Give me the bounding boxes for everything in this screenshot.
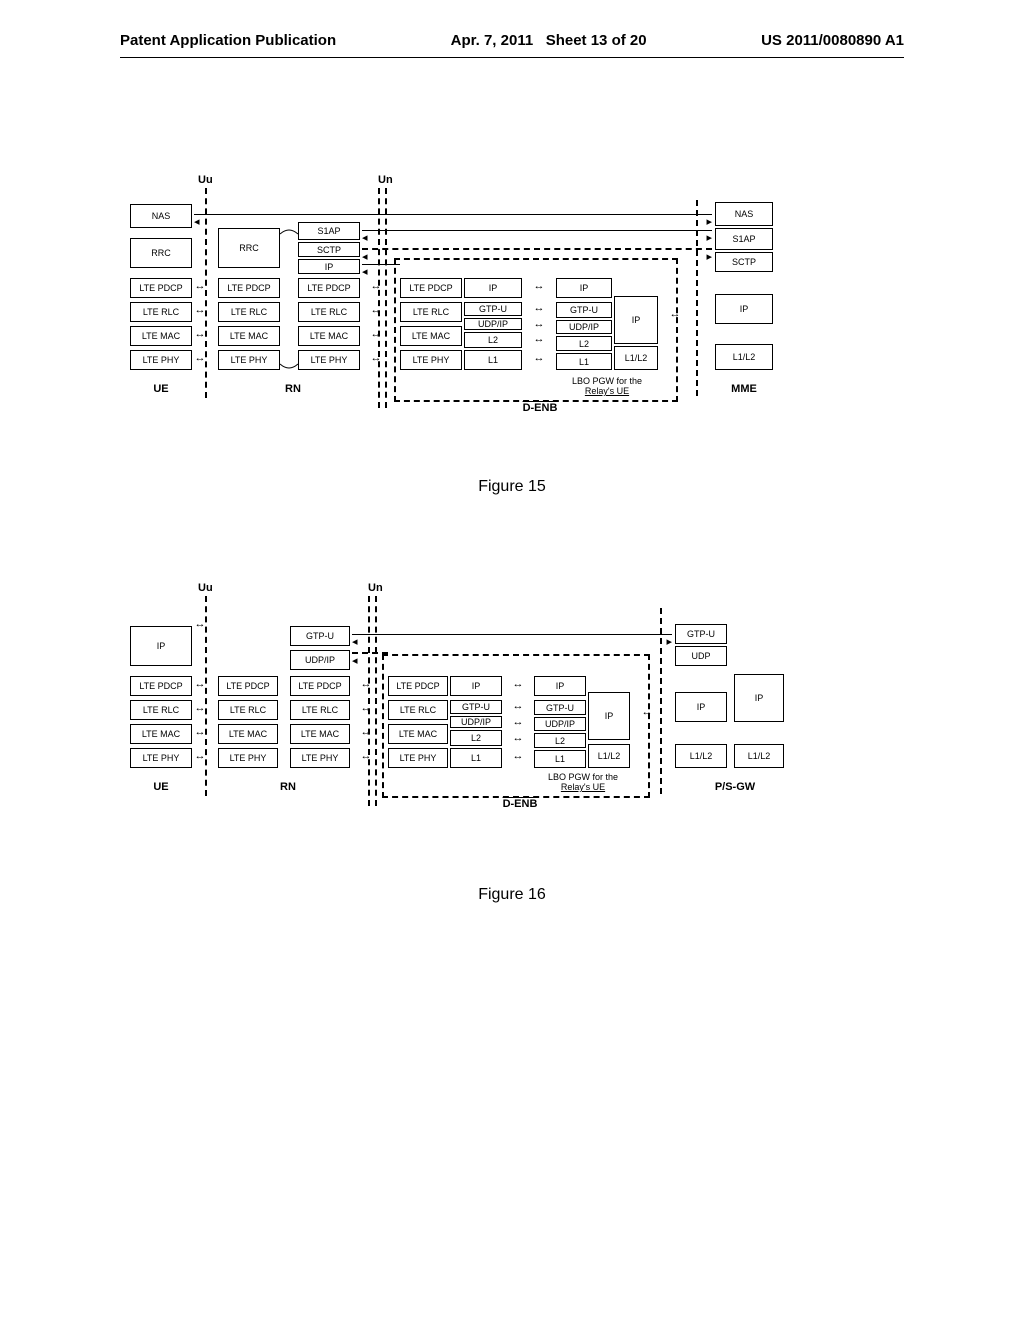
fig16-diagram: Uu Un IP LTE PDCP LTE RLC LTE MAC LTE PH… bbox=[120, 596, 904, 836]
sctp-arrow: ◂▸ bbox=[362, 248, 712, 263]
rn-phy-l: LTE PHY bbox=[218, 350, 280, 370]
psgw-ip-r: IP bbox=[734, 674, 784, 722]
ue-rrc: RRC bbox=[130, 238, 192, 268]
arrow: ↔ bbox=[192, 726, 208, 738]
un-line-1 bbox=[368, 596, 370, 806]
arrow: ↔ bbox=[192, 352, 208, 364]
ue-nas: NAS bbox=[130, 204, 192, 228]
rn-phy-l: LTE PHY bbox=[218, 748, 278, 768]
mme-s1ap: S1AP bbox=[715, 228, 773, 250]
ue-rlc: LTE RLC bbox=[130, 700, 192, 720]
rn-mac-r: LTE MAC bbox=[290, 724, 350, 744]
ue-pdcp: LTE PDCP bbox=[130, 676, 192, 696]
arrow: ↔ bbox=[192, 618, 208, 630]
un-label: Un bbox=[378, 174, 393, 186]
rn-rlc-r: LTE RLC bbox=[298, 302, 360, 322]
rn-phy-r: LTE PHY bbox=[290, 748, 350, 768]
nas-arrow: ◂▸ bbox=[194, 214, 712, 228]
arrow: ↔ bbox=[192, 328, 208, 340]
arrow: ↔ bbox=[632, 706, 662, 718]
ue-phy: LTE PHY bbox=[130, 748, 192, 768]
gtpu-arrow: ◂▸ bbox=[352, 634, 672, 648]
rn-pdcp-l: LTE PDCP bbox=[218, 676, 278, 696]
rn-rlc-l: LTE RLC bbox=[218, 302, 280, 322]
denb-label: D-ENB bbox=[510, 402, 570, 414]
rn-phy-r: LTE PHY bbox=[298, 350, 360, 370]
arrow: ↔ bbox=[192, 702, 208, 714]
un-label: Un bbox=[368, 582, 383, 594]
rn-rlc-l: LTE RLC bbox=[218, 700, 278, 720]
arrow: ↔ bbox=[351, 702, 381, 714]
ue-pdcp: LTE PDCP bbox=[130, 278, 192, 298]
rn-mac-r: LTE MAC bbox=[298, 326, 360, 346]
figure-16: Uu Un IP LTE PDCP LTE RLC LTE MAC LTE PH… bbox=[120, 596, 904, 904]
arrow: ↔ bbox=[351, 678, 381, 690]
header-pubno: US 2011/0080890 A1 bbox=[761, 32, 904, 49]
wavy-sep bbox=[280, 228, 298, 370]
header-center: Apr. 7, 2011 Sheet 13 of 20 bbox=[451, 32, 647, 49]
header-left: Patent Application Publication bbox=[120, 32, 336, 49]
rn-label: RN bbox=[218, 383, 368, 395]
arrow: ↔ bbox=[660, 308, 690, 320]
page: Patent Application Publication Apr. 7, 2… bbox=[0, 0, 1024, 1320]
denb-outline bbox=[394, 258, 678, 402]
rn-mac-l: LTE MAC bbox=[218, 724, 278, 744]
psgw-l1l2-l: L1/L2 bbox=[675, 744, 727, 768]
uu-label: Uu bbox=[198, 582, 213, 594]
rn-rrc: RRC bbox=[218, 228, 280, 268]
ue-label: UE bbox=[130, 383, 192, 395]
rn-pdcp-r: LTE PDCP bbox=[290, 676, 350, 696]
mme-label: MME bbox=[715, 383, 773, 395]
rn-gtpu: GTP-U bbox=[290, 626, 350, 646]
mme-nas: NAS bbox=[715, 202, 773, 226]
rn-label: RN bbox=[218, 781, 358, 793]
fig16-caption: Figure 16 bbox=[120, 886, 904, 904]
udpip-dash: ◂ bbox=[352, 652, 388, 667]
psgw-gtpu: GTP-U bbox=[675, 624, 727, 644]
arrow: ↔ bbox=[192, 678, 208, 690]
rn-mac-l: LTE MAC bbox=[218, 326, 280, 346]
header-rule bbox=[120, 57, 904, 58]
denb-outline bbox=[382, 654, 650, 798]
ue-phy: LTE PHY bbox=[130, 350, 192, 370]
fig15-caption: Figure 15 bbox=[120, 478, 904, 496]
mme-ip: IP bbox=[715, 294, 773, 324]
arrow: ↔ bbox=[351, 750, 381, 762]
un-line-2 bbox=[375, 596, 377, 806]
mme-sctp: SCTP bbox=[715, 252, 773, 272]
ue-ip: IP bbox=[130, 626, 192, 666]
arrow: ↔ bbox=[192, 280, 208, 292]
ue-rlc: LTE RLC bbox=[130, 302, 192, 322]
rn-rlc-r: LTE RLC bbox=[290, 700, 350, 720]
psgw-ip-l: IP bbox=[675, 692, 727, 722]
arrow: ↔ bbox=[192, 750, 208, 762]
ue-label: UE bbox=[130, 781, 192, 793]
figure-15: Uu Un NAS RRC LTE PDCP LTE RLC LTE MAC L… bbox=[120, 188, 904, 496]
rn-sctp: SCTP bbox=[298, 242, 360, 257]
ue-mac: LTE MAC bbox=[130, 724, 192, 744]
mme-l1l2: L1/L2 bbox=[715, 344, 773, 370]
rn-ip: IP bbox=[298, 259, 360, 274]
rn-pdcp-l: LTE PDCP bbox=[218, 278, 280, 298]
psgw-udp: UDP bbox=[675, 646, 727, 666]
psgw-l1l2-r: L1/L2 bbox=[734, 744, 784, 768]
psgw-label: P/S-GW bbox=[690, 781, 780, 793]
rn-udpip: UDP/IP bbox=[290, 650, 350, 670]
arrow: ↔ bbox=[361, 280, 391, 292]
arrow: ↔ bbox=[361, 352, 391, 364]
ip-arrow-short: ◂ bbox=[362, 264, 400, 278]
uu-label: Uu bbox=[198, 174, 213, 186]
s1ap-arrow: ◂▸ bbox=[362, 230, 712, 244]
arrow: ↔ bbox=[351, 726, 381, 738]
ue-mac: LTE MAC bbox=[130, 326, 192, 346]
arrow: ↔ bbox=[192, 304, 208, 316]
fig15-diagram: Uu Un NAS RRC LTE PDCP LTE RLC LTE MAC L… bbox=[120, 188, 904, 428]
rn-pdcp-r: LTE PDCP bbox=[298, 278, 360, 298]
denb-label: D-ENB bbox=[490, 798, 550, 810]
arrow: ↔ bbox=[361, 304, 391, 316]
arrow: ↔ bbox=[361, 328, 391, 340]
page-header: Patent Application Publication Apr. 7, 2… bbox=[0, 0, 1024, 57]
